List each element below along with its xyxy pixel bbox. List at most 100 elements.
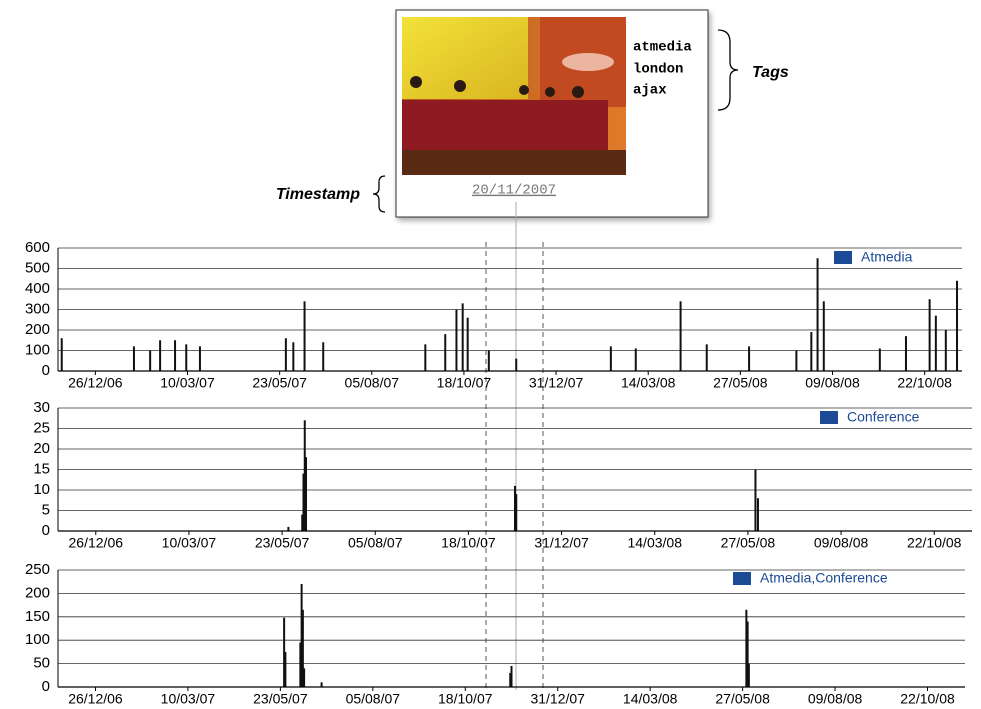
- photo: [402, 17, 626, 175]
- y-tick-label: 50: [33, 655, 50, 672]
- x-tick-label: 23/05/07: [253, 691, 308, 707]
- y-tick-label: 15: [33, 460, 50, 477]
- x-tick-label: 31/12/07: [530, 691, 585, 707]
- brace: [373, 176, 385, 212]
- y-tick-label: 25: [33, 419, 50, 436]
- x-tick-label: 27/05/08: [715, 691, 770, 707]
- bar: [61, 338, 63, 371]
- bar: [935, 316, 937, 371]
- tag: london: [633, 62, 683, 78]
- x-tick-label: 14/03/08: [621, 375, 676, 391]
- x-tick-label: 05/08/07: [348, 535, 403, 551]
- y-tick-label: 150: [25, 608, 50, 625]
- y-tick-label: 600: [25, 239, 50, 256]
- x-tick-label: 18/10/07: [438, 691, 493, 707]
- bar: [810, 332, 812, 371]
- y-tick-label: 300: [25, 300, 50, 317]
- legend-swatch: [733, 572, 751, 585]
- x-tick-label: 26/12/06: [68, 691, 123, 707]
- bar: [304, 301, 306, 371]
- bar: [133, 346, 135, 371]
- bar: [754, 470, 756, 532]
- tags-label: Tags: [752, 64, 789, 81]
- legend-swatch: [820, 411, 838, 424]
- x-tick-label: 31/12/07: [529, 375, 584, 391]
- bar: [515, 359, 517, 371]
- tag: ajax: [633, 83, 667, 99]
- y-tick-label: 200: [25, 321, 50, 338]
- bar: [795, 351, 797, 372]
- y-tick-label: 250: [25, 561, 50, 578]
- bar: [149, 351, 151, 372]
- bar: [748, 346, 750, 371]
- bar: [462, 303, 464, 371]
- bar: [748, 664, 750, 687]
- bar: [455, 310, 457, 372]
- brace: [718, 30, 738, 110]
- bar: [292, 342, 294, 371]
- x-tick-label: 23/05/07: [252, 375, 307, 391]
- bar: [287, 527, 289, 531]
- bar: [823, 301, 825, 371]
- bar: [199, 346, 201, 371]
- timestamp-label: Timestamp: [276, 186, 360, 203]
- bar: [945, 330, 947, 371]
- x-tick-label: 14/03/08: [623, 691, 678, 707]
- x-tick-label: 10/03/07: [161, 691, 216, 707]
- x-tick-label: 22/10/08: [900, 691, 955, 707]
- bar: [757, 498, 759, 531]
- bar: [511, 666, 513, 687]
- x-tick-label: 14/03/08: [627, 535, 682, 551]
- bar: [285, 338, 287, 371]
- bar: [680, 301, 682, 371]
- x-tick-label: 27/05/08: [721, 535, 776, 551]
- bar: [929, 299, 931, 371]
- legend-swatch: [834, 251, 852, 264]
- x-tick-label: 09/08/08: [814, 535, 869, 551]
- x-tick-label: 22/10/08: [907, 535, 962, 551]
- bar: [515, 494, 517, 531]
- x-tick-label: 31/12/07: [534, 535, 589, 551]
- figure: atmedia london ajax Tags Timestamp 20/11…: [0, 0, 981, 709]
- legend-label: Atmedia,Conference: [760, 570, 888, 586]
- y-tick-label: 0: [42, 678, 50, 695]
- y-tick-label: 10: [33, 481, 50, 498]
- bar: [424, 344, 426, 371]
- bar: [305, 457, 307, 531]
- y-tick-label: 100: [25, 341, 50, 358]
- bar: [817, 258, 819, 371]
- y-tick-label: 5: [42, 501, 50, 518]
- x-tick-label: 10/03/07: [162, 535, 217, 551]
- y-tick-label: 30: [33, 399, 50, 416]
- x-tick-label: 05/08/07: [345, 375, 400, 391]
- bar: [905, 336, 907, 371]
- bar: [321, 682, 323, 687]
- bar: [956, 281, 958, 371]
- x-tick-label: 10/03/07: [160, 375, 215, 391]
- bar: [467, 318, 469, 371]
- x-tick-label: 23/05/07: [255, 535, 310, 551]
- x-tick-label: 05/08/07: [346, 691, 401, 707]
- x-tick-label: 26/12/06: [69, 535, 124, 551]
- x-tick-label: 18/10/07: [441, 535, 496, 551]
- timestamp: 20/11/2007: [472, 183, 556, 199]
- y-tick-label: 0: [42, 362, 50, 379]
- y-tick-label: 20: [33, 440, 50, 457]
- x-tick-label: 26/12/06: [68, 375, 123, 391]
- bar: [174, 340, 176, 371]
- x-tick-label: 27/05/08: [713, 375, 768, 391]
- tag: atmedia: [633, 40, 692, 56]
- bar: [488, 351, 490, 372]
- bar: [879, 348, 881, 371]
- y-tick-label: 100: [25, 631, 50, 648]
- x-tick-label: 09/08/08: [805, 375, 860, 391]
- x-tick-label: 22/10/08: [897, 375, 952, 391]
- y-tick-label: 0: [42, 522, 50, 539]
- x-tick-label: 09/08/08: [808, 691, 863, 707]
- bar: [610, 346, 612, 371]
- bar: [444, 334, 446, 371]
- legend-label: Conference: [847, 409, 920, 425]
- bar: [185, 344, 187, 371]
- legend-label: Atmedia: [861, 249, 913, 265]
- y-tick-label: 500: [25, 259, 50, 276]
